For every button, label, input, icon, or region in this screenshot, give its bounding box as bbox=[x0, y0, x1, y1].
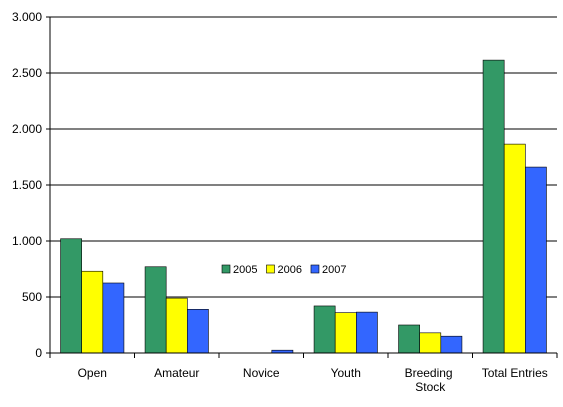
y-tick-label: 2.500 bbox=[12, 66, 42, 80]
bar bbox=[60, 238, 82, 354]
y-tick-label: 0 bbox=[35, 346, 42, 360]
bar bbox=[440, 335, 463, 354]
legend-swatch bbox=[310, 264, 320, 274]
y-tick-label: 1.000 bbox=[12, 234, 42, 248]
bar bbox=[482, 59, 505, 354]
bar bbox=[187, 309, 209, 354]
bar bbox=[419, 332, 442, 354]
y-tick-label: 1.500 bbox=[12, 178, 42, 192]
x-tick-label: Novice bbox=[243, 366, 280, 380]
bar bbox=[313, 305, 336, 354]
x-tick-label: Amateur bbox=[154, 366, 199, 380]
bar bbox=[102, 282, 125, 354]
bar bbox=[356, 311, 378, 354]
bar bbox=[503, 143, 526, 354]
y-tick-label: 500 bbox=[22, 290, 42, 304]
legend-swatch bbox=[221, 264, 231, 274]
bar bbox=[81, 270, 104, 354]
x-tick-label: Breeding Stock bbox=[405, 366, 456, 394]
y-tick-label: 3.000 bbox=[12, 10, 42, 24]
x-tick-label: Open bbox=[78, 366, 107, 380]
bar bbox=[398, 324, 420, 354]
legend-label: 2006 bbox=[277, 264, 301, 276]
bar bbox=[334, 312, 357, 354]
bar bbox=[144, 266, 167, 354]
legend-swatch bbox=[266, 264, 275, 274]
legend-label: 2007 bbox=[322, 264, 346, 276]
bar bbox=[525, 166, 547, 354]
x-tick-label: Total Entries bbox=[482, 366, 548, 380]
y-tick-label: 2.000 bbox=[12, 122, 42, 136]
bar bbox=[165, 297, 188, 354]
legend-label: 2005 bbox=[233, 264, 257, 276]
x-tick-label: Youth bbox=[331, 366, 361, 380]
